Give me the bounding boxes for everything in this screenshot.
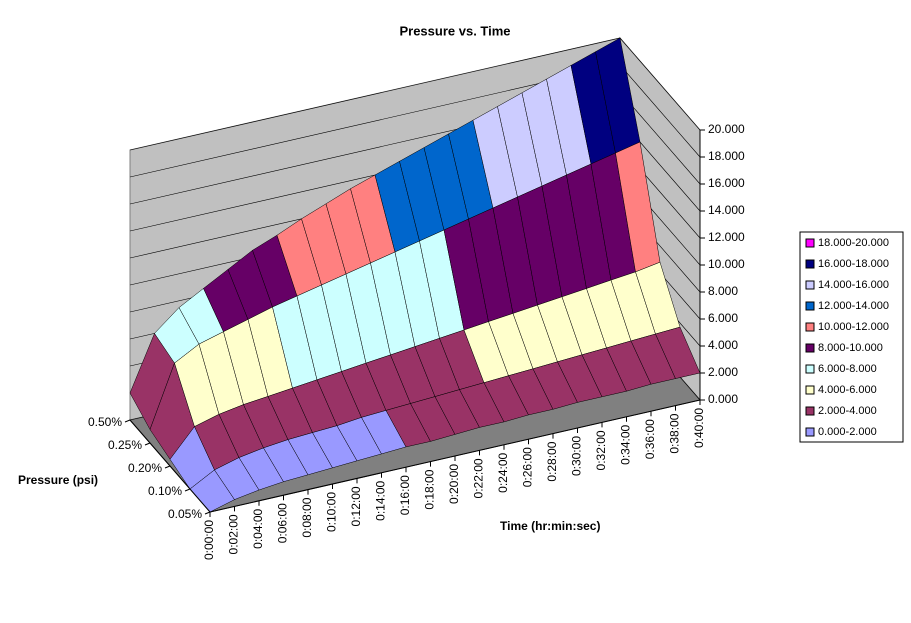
y-axis-title: Pressure (psi) (18, 473, 98, 487)
x-tick-label: 0:36:00 (643, 419, 657, 459)
x-tick-label: 0:26:00 (521, 447, 535, 487)
x-tick-label: 0:40:00 (692, 408, 706, 448)
y-tick-label: 0.20% (128, 461, 162, 475)
y-tick-label: 0.10% (148, 484, 182, 498)
z-tick-label: 0.000 (708, 392, 738, 406)
z-tick-label: 10.000 (708, 257, 745, 271)
y-tick (144, 442, 151, 446)
x-tick-label: 0:10:00 (325, 492, 339, 532)
legend-swatch (805, 385, 815, 395)
x-tick-label: 0:38:00 (668, 413, 682, 453)
z-tick-label: 16.000 (708, 176, 745, 190)
y-tick (164, 465, 171, 469)
legend-swatch (805, 364, 815, 374)
y-tick-label: 0.05% (168, 507, 202, 521)
y-tick (124, 419, 131, 423)
x-tick-label: 0:24:00 (496, 452, 510, 492)
legend-label: 18.000-20.000 (818, 237, 889, 249)
x-tick-label: 0:06:00 (276, 503, 290, 543)
legend-swatch (805, 343, 815, 353)
y-tick (184, 488, 191, 492)
legend-label: 0.000-2.000 (818, 426, 877, 438)
legend-label: 10.000-12.000 (818, 321, 889, 333)
legend-label: 6.000-8.000 (818, 363, 877, 375)
x-tick-label: 0:20:00 (447, 464, 461, 504)
chart-title: Pressure vs. Time (399, 23, 510, 38)
z-tick-label: 4.000 (708, 338, 738, 352)
legend-label: 8.000-10.000 (818, 342, 883, 354)
legend-label: 14.000-16.000 (818, 279, 889, 291)
legend-label: 16.000-18.000 (818, 258, 889, 270)
legend-swatch (805, 427, 815, 437)
legend-swatch (805, 322, 815, 332)
legend-swatch (805, 301, 815, 311)
z-tick-label: 18.000 (708, 149, 745, 163)
legend-swatch (805, 280, 815, 290)
legend-label: 12.000-14.000 (818, 300, 889, 312)
z-tick-label: 6.000 (708, 311, 738, 325)
z-tick-label: 20.000 (708, 122, 745, 136)
x-tick-label: 0:18:00 (423, 469, 437, 509)
y-tick (204, 511, 211, 515)
x-tick-label: 0:22:00 (472, 458, 486, 498)
x-tick-label: 0:28:00 (545, 441, 559, 481)
x-tick-label: 0:34:00 (619, 424, 633, 464)
x-tick-label: 0:04:00 (251, 508, 265, 548)
y-tick-label: 0.50% (88, 415, 122, 429)
z-tick-label: 2.000 (708, 365, 738, 379)
x-tick-label: 0:00:00 (202, 520, 216, 560)
z-tick-label: 8.000 (708, 284, 738, 298)
legend-label: 2.000-4.000 (818, 405, 877, 417)
x-tick-label: 0:14:00 (374, 480, 388, 520)
legend-box (799, 231, 904, 443)
x-axis-title: Time (hr:min:sec) (500, 519, 600, 533)
x-tick-label: 0:32:00 (594, 430, 608, 470)
legend-swatch (805, 406, 815, 416)
legend-swatch (805, 238, 815, 248)
x-tick-label: 0:08:00 (300, 497, 314, 537)
legend-swatch (805, 259, 815, 269)
x-tick-label: 0:30:00 (570, 436, 584, 476)
z-tick-label: 14.000 (708, 203, 745, 217)
surface-patch (655, 326, 701, 379)
x-tick-label: 0:16:00 (398, 475, 412, 515)
z-tick-label: 12.000 (708, 230, 745, 244)
legend-label: 4.000-6.000 (818, 384, 877, 396)
x-tick-label: 0:12:00 (349, 486, 363, 526)
y-tick-label: 0.25% (108, 438, 142, 452)
x-tick-label: 0:02:00 (227, 514, 241, 554)
